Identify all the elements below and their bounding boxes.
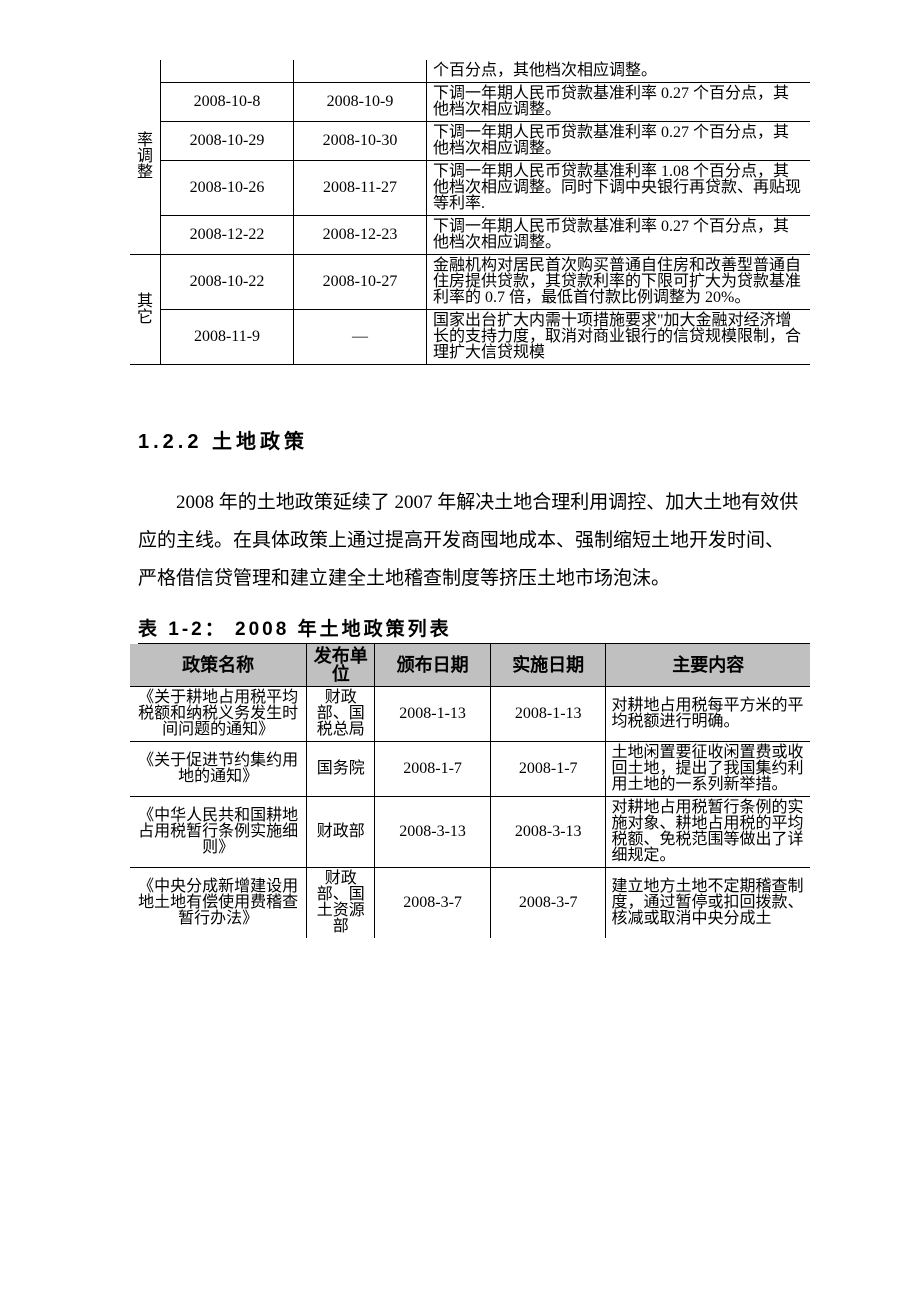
policy-name: 《中央分成新增建设用地土地有偿使用费稽查暂行办法》 — [130, 868, 307, 939]
policy-content: 下调一年期人民币贷款基准利率 0.27 个百分点，其他档次相应调整。 — [427, 122, 811, 161]
monetary-policy-table: 率调整个百分点，其他档次相应调整。2008-10-82008-10-9下调一年期… — [130, 60, 810, 365]
policy-content: 下调一年期人民币贷款基准利率 0.27 个百分点，其他档次相应调整。 — [427, 83, 811, 122]
main-content: 对耕地占用税暂行条例的实施对象、耕地占用税的平均税额、免税范围等做出了详细规定。 — [606, 797, 810, 868]
effective-date: 2008-1-13 — [490, 687, 606, 742]
col-header: 颁布日期 — [375, 644, 491, 687]
date-announce: 2008-10-22 — [161, 255, 294, 310]
date-effective: 2008-12-23 — [294, 216, 427, 255]
issue-date: 2008-1-7 — [375, 742, 491, 797]
col-header: 实施日期 — [490, 644, 606, 687]
policy-content: 金融机构对居民首次购买普通自住房和改善型普通自住房提供贷款，其贷款利率的下限可扩… — [427, 255, 811, 310]
issuing-unit: 财政部、国税总局 — [307, 687, 375, 742]
issuing-unit: 国务院 — [307, 742, 375, 797]
effective-date: 2008-1-7 — [490, 742, 606, 797]
category-cell: 率调整 — [130, 60, 161, 255]
date-announce — [161, 60, 294, 83]
land-policy-table: 政策名称发布单位颁布日期实施日期主要内容 《关于耕地占用税平均税额和纳税义务发生… — [130, 644, 810, 938]
policy-name: 《关于耕地占用税平均税额和纳税义务发生时间问题的通知》 — [130, 687, 307, 742]
col-header: 主要内容 — [606, 644, 810, 687]
policy-content: 下调一年期人民币贷款基准利率 0.27 个百分点，其他档次相应调整。 — [427, 216, 811, 255]
issue-date: 2008-3-13 — [375, 797, 491, 868]
date-effective: — — [294, 310, 427, 365]
section-heading: 1.2.2 土地政策 — [138, 425, 810, 454]
issue-date: 2008-3-7 — [375, 868, 491, 939]
policy-content: 个百分点，其他档次相应调整。 — [427, 60, 811, 83]
issuing-unit: 财政部、国土资源部 — [307, 868, 375, 939]
date-effective — [294, 60, 427, 83]
policy-name: 《中华人民共和国耕地占用税暂行条例实施细则》 — [130, 797, 307, 868]
table2-caption: 表 1-2： 2008 年土地政策列表 — [138, 614, 810, 644]
policy-content: 国家出台扩大内需十项措施要求"加大金融对经济增长的支持力度，取消对商业银行的信贷… — [427, 310, 811, 365]
date-effective: 2008-10-9 — [294, 83, 427, 122]
date-effective: 2008-10-27 — [294, 255, 427, 310]
effective-date: 2008-3-7 — [490, 868, 606, 939]
main-content: 对耕地占用税每平方米的平均税额进行明确。 — [606, 687, 810, 742]
date-announce: 2008-10-26 — [161, 161, 294, 216]
main-content: 建立地方土地不定期稽查制度，通过暂停或扣回拨款、核减或取消中央分成土 — [606, 868, 810, 939]
date-announce: 2008-10-29 — [161, 122, 294, 161]
date-announce: 2008-12-22 — [161, 216, 294, 255]
policy-name: 《关于促进节约集约用地的通知》 — [130, 742, 307, 797]
col-header: 发布单位 — [307, 644, 375, 687]
main-content: 土地闲置要征收闲置费或收回土地，提出了我国集约利用土地的一系列新举措。 — [606, 742, 810, 797]
issuing-unit: 财政部 — [307, 797, 375, 868]
date-effective: 2008-11-27 — [294, 161, 427, 216]
effective-date: 2008-3-13 — [490, 797, 606, 868]
policy-content: 下调一年期人民币贷款基准利率 1.08 个百分点，其他档次相应调整。同时下调中央… — [427, 161, 811, 216]
col-header: 政策名称 — [130, 644, 307, 687]
issue-date: 2008-1-13 — [375, 687, 491, 742]
date-announce: 2008-10-8 — [161, 83, 294, 122]
body-paragraph: 2008 年的土地政策延续了 2007 年解决土地合理利用调控、加大土地有效供应… — [138, 484, 802, 598]
date-effective: 2008-10-30 — [294, 122, 427, 161]
category-cell: 其它 — [130, 255, 161, 365]
date-announce: 2008-11-9 — [161, 310, 294, 365]
